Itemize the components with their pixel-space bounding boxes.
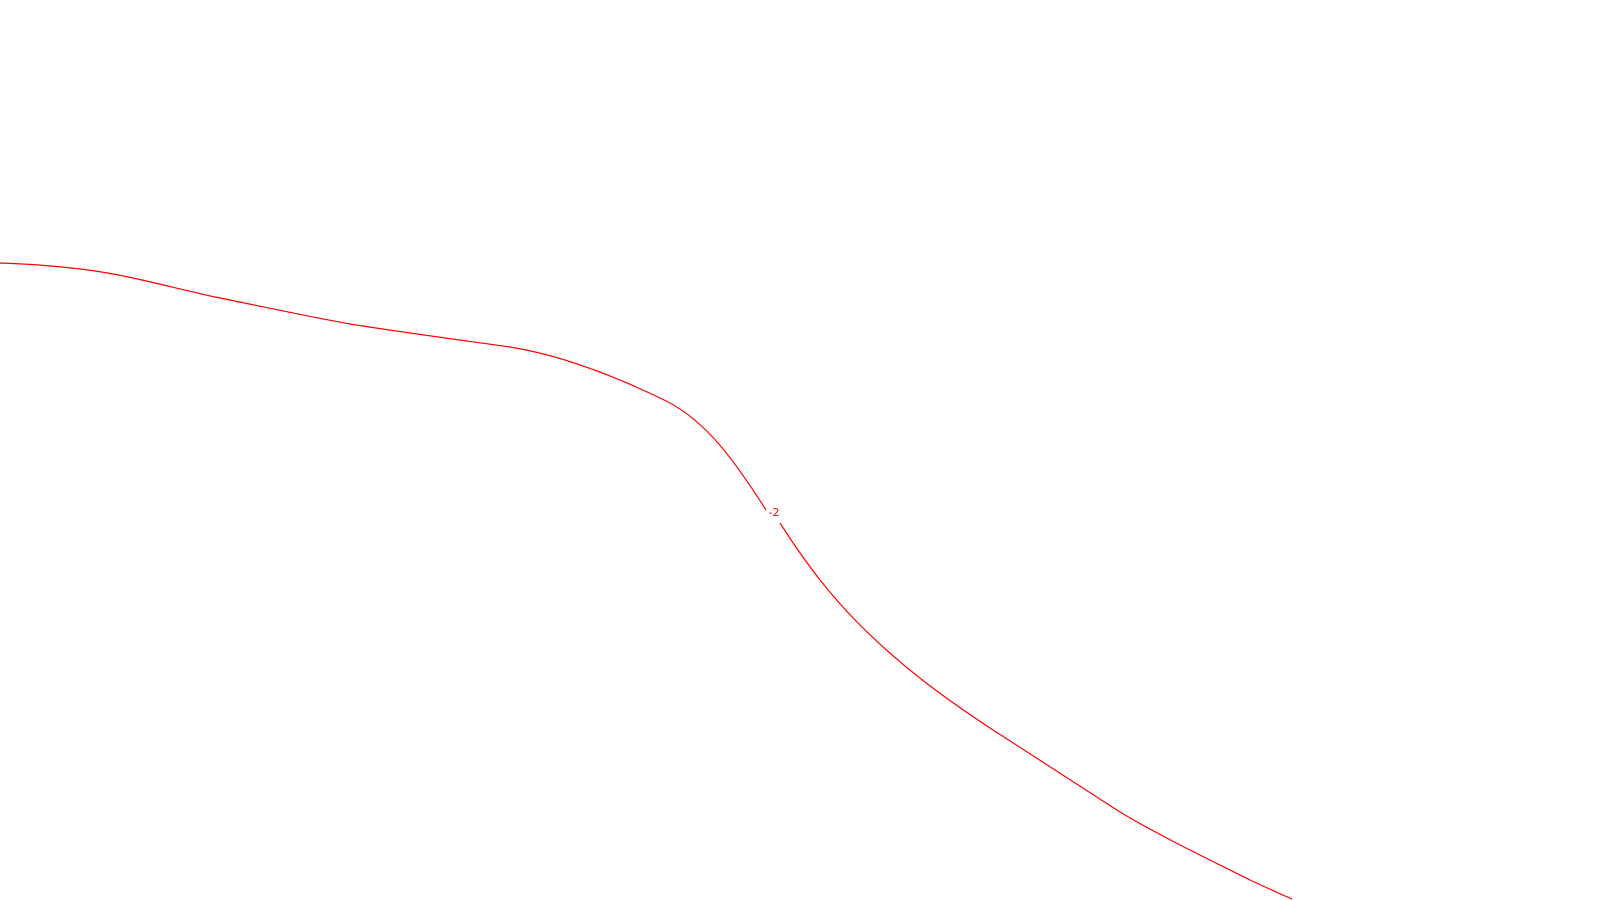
- contour-line-group: -2: [0, 262, 1293, 900]
- contour-value-label: -2: [769, 506, 780, 519]
- contour-line-upper-segment: [0, 262, 767, 511]
- contour-line-lower-segment: [779, 522, 1293, 900]
